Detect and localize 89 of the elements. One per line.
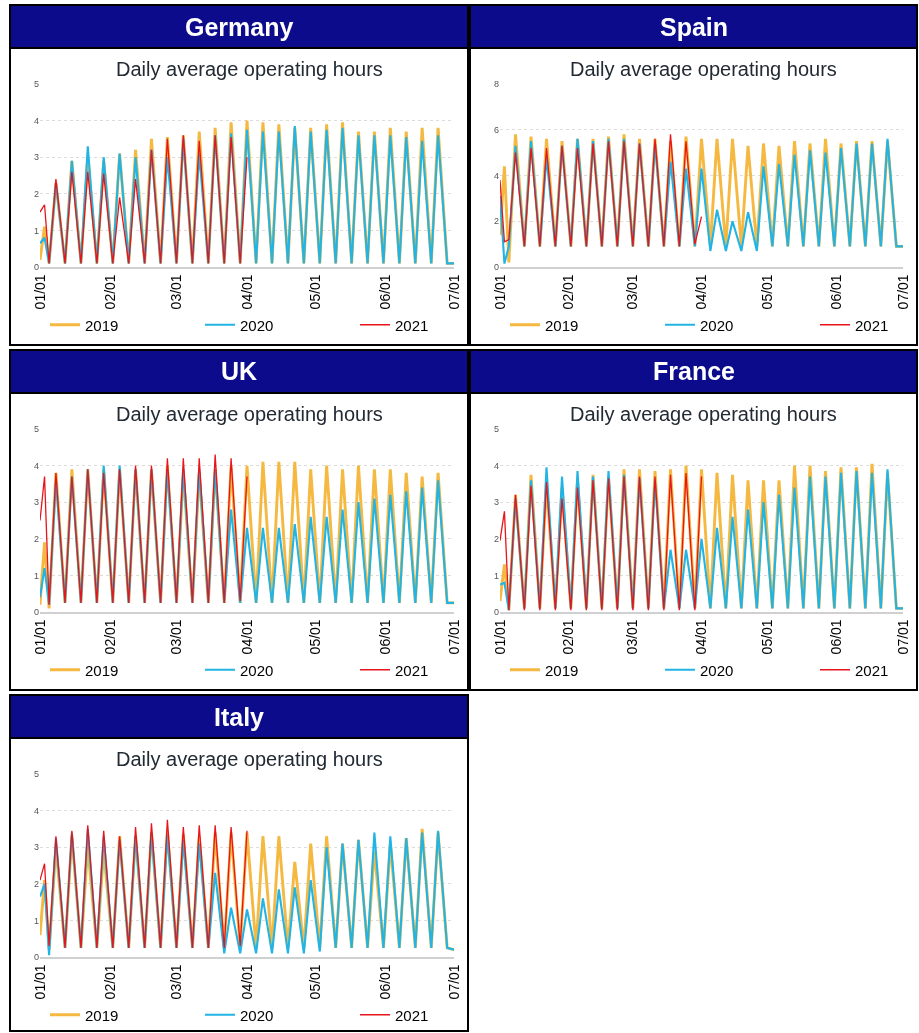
y-tick-label: 8 [493, 79, 499, 90]
chart-subtitle: Daily average operating hours [570, 403, 837, 425]
x-tick-label: 02/01 [102, 964, 119, 1000]
legend-label: 2019 [545, 661, 579, 679]
y-tick-label: 2 [33, 188, 39, 199]
legend-label: 2021 [855, 316, 889, 334]
y-tick-label: 5 [33, 424, 39, 435]
x-tick-label: 04/01 [693, 619, 710, 655]
y-tick-label: 2 [493, 533, 499, 544]
chart-title: Germany [185, 13, 294, 41]
x-tick-label: 05/01 [306, 964, 323, 1000]
x-tick-label: 06/01 [828, 619, 845, 655]
legend-label: 2019 [85, 316, 119, 334]
x-tick-label: 02/01 [560, 619, 577, 655]
y-tick-label: 4 [33, 115, 39, 126]
x-tick-label: 04/01 [238, 619, 255, 655]
chart-title: Italy [214, 703, 265, 731]
legend-label: 2021 [395, 316, 429, 334]
y-tick-label: 0 [493, 262, 499, 273]
chart-title: UK [221, 357, 258, 385]
x-tick-label: 06/01 [377, 964, 394, 1000]
chart-title: France [653, 357, 736, 385]
x-tick-label: 01/01 [491, 619, 508, 655]
chart-subtitle: Daily average operating hours [116, 58, 383, 80]
y-tick-label: 3 [33, 497, 39, 508]
legend-label: 2021 [855, 661, 889, 679]
y-tick-label: 4 [493, 170, 499, 181]
y-tick-label: 5 [33, 769, 39, 780]
y-tick-label: 1 [33, 570, 39, 581]
x-tick-label: 03/01 [624, 274, 641, 310]
x-tick-label: 07/01 [894, 274, 911, 310]
x-tick-label: 03/01 [168, 964, 185, 1000]
legend-label: 2019 [85, 661, 119, 679]
x-tick-label: 05/01 [306, 619, 323, 655]
y-tick-label: 1 [33, 915, 39, 926]
legend-label: 2020 [700, 661, 734, 679]
x-tick-label: 06/01 [828, 274, 845, 310]
x-tick-label: 02/01 [102, 619, 119, 655]
y-tick-label: 2 [493, 216, 499, 227]
legend-label: 2020 [240, 1006, 274, 1024]
x-tick-label: 01/01 [31, 274, 48, 310]
chart-title: Spain [660, 13, 729, 41]
legend-label: 2021 [395, 1006, 429, 1024]
x-tick-label: 03/01 [624, 619, 641, 655]
x-tick-label: 07/01 [894, 619, 911, 655]
x-tick-label: 04/01 [238, 274, 255, 310]
x-tick-label: 03/01 [168, 274, 185, 310]
x-tick-label: 04/01 [693, 274, 710, 310]
x-tick-label: 07/01 [445, 619, 462, 655]
legend-label: 2021 [395, 661, 429, 679]
x-tick-label: 02/01 [560, 274, 577, 310]
x-tick-label: 01/01 [31, 619, 48, 655]
y-tick-label: 5 [493, 424, 499, 435]
legend-label: 2019 [85, 1006, 119, 1024]
x-tick-label: 03/01 [168, 619, 185, 655]
y-tick-label: 1 [33, 225, 39, 236]
y-tick-label: 0 [493, 607, 499, 618]
x-tick-label: 05/01 [306, 274, 323, 310]
y-tick-label: 4 [33, 805, 39, 816]
y-tick-label: 6 [493, 124, 499, 135]
x-tick-label: 06/01 [377, 274, 394, 310]
chart-subtitle: Daily average operating hours [570, 58, 837, 80]
x-tick-label: 07/01 [445, 964, 462, 1000]
legend-label: 2020 [240, 661, 274, 679]
y-tick-label: 3 [33, 842, 39, 853]
chart-subtitle: Daily average operating hours [116, 748, 383, 770]
y-tick-label: 5 [33, 79, 39, 90]
y-tick-label: 0 [33, 607, 39, 618]
y-tick-label: 1 [493, 570, 499, 581]
legend-label: 2020 [240, 316, 274, 334]
legend-label: 2020 [700, 316, 734, 334]
x-tick-label: 05/01 [759, 619, 776, 655]
y-tick-label: 0 [33, 952, 39, 963]
x-tick-label: 04/01 [238, 964, 255, 1000]
y-tick-label: 3 [33, 152, 39, 163]
x-tick-label: 01/01 [491, 274, 508, 310]
x-tick-label: 02/01 [102, 274, 119, 310]
y-tick-label: 4 [493, 460, 499, 471]
x-tick-label: 06/01 [377, 619, 394, 655]
y-tick-label: 2 [33, 878, 39, 889]
y-tick-label: 3 [493, 497, 499, 508]
x-tick-label: 01/01 [31, 964, 48, 1000]
x-tick-label: 05/01 [759, 274, 776, 310]
y-tick-label: 0 [33, 262, 39, 273]
y-tick-label: 4 [33, 460, 39, 471]
y-tick-label: 2 [33, 533, 39, 544]
x-tick-label: 07/01 [445, 274, 462, 310]
legend-label: 2019 [545, 316, 579, 334]
chart-subtitle: Daily average operating hours [116, 403, 383, 425]
